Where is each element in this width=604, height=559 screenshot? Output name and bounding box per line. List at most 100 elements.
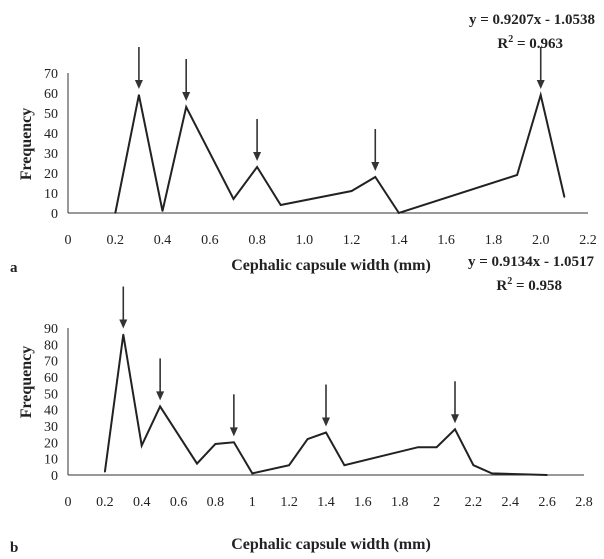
y-axis-label-a: Frequency bbox=[18, 108, 35, 181]
y-tick-label-a: 10 bbox=[44, 187, 58, 202]
x-tick-label-a: 0.8 bbox=[248, 233, 266, 248]
y-tick-label-a: 60 bbox=[44, 87, 58, 102]
data-point-b bbox=[159, 405, 161, 408]
r-squared-b: R2 = 0.958 bbox=[496, 276, 562, 294]
data-point-b bbox=[435, 446, 438, 449]
y-tick-label-a: 0 bbox=[51, 207, 58, 222]
x-tick-label-a: 1.2 bbox=[343, 233, 361, 248]
chart-panel-b: y = 0.9134x - 1.0517 R2 = 0.958 b Cephal… bbox=[0, 254, 604, 559]
x-tick-label-a: 0 bbox=[65, 233, 72, 248]
x-tick-label-b: 2.4 bbox=[502, 495, 520, 510]
x-tick-label-a: 1.8 bbox=[485, 233, 503, 248]
data-point-b bbox=[214, 443, 217, 445]
x-tick-label-a: 0.2 bbox=[107, 233, 125, 248]
panel-letter-b: b bbox=[10, 540, 18, 556]
data-point-a bbox=[161, 210, 164, 212]
x-tick-label-b: 0.4 bbox=[133, 495, 151, 510]
y-tick-label-b: 60 bbox=[44, 371, 58, 386]
x-tick-label-a: 1.0 bbox=[296, 233, 314, 248]
data-point-a bbox=[232, 198, 235, 200]
peak-arrowhead-b bbox=[156, 391, 165, 401]
x-tick-label-b: 0.8 bbox=[207, 495, 225, 510]
peak-arrowhead-a bbox=[371, 162, 380, 171]
x-tick-label-a: 0.6 bbox=[201, 233, 219, 248]
data-point-b bbox=[546, 474, 548, 476]
r-squared-a: R2 = 0.963 bbox=[497, 34, 563, 52]
x-tick-label-b: 0.6 bbox=[170, 495, 188, 510]
x-tick-label-b: 2.2 bbox=[465, 495, 483, 510]
chart-panel-a: y = 0.9207x - 1.0538 R2 = 0.963 a Cephal… bbox=[0, 0, 604, 278]
peak-arrowhead-a bbox=[536, 80, 545, 89]
data-point-a bbox=[516, 174, 518, 176]
data-point-b bbox=[417, 446, 419, 449]
peak-arrowhead-b bbox=[451, 414, 459, 424]
data-point-a bbox=[539, 94, 542, 96]
y-tick-label-b: 20 bbox=[44, 436, 58, 451]
data-point-b bbox=[196, 462, 198, 465]
x-tick-label-a: 0.4 bbox=[154, 233, 172, 248]
peak-arrowhead-b bbox=[229, 427, 238, 437]
data-point-b bbox=[122, 333, 125, 336]
frequency-series-line-a bbox=[114, 91, 566, 215]
x-tick-label-a: 2.0 bbox=[532, 233, 550, 248]
x-tick-label-b: 1.2 bbox=[280, 495, 298, 510]
data-point-b bbox=[325, 431, 327, 434]
x-tick-label-b: 0.2 bbox=[96, 495, 114, 510]
x-tick-label-a: 1.4 bbox=[390, 233, 408, 248]
data-point-b bbox=[472, 464, 475, 466]
data-point-a bbox=[350, 190, 353, 192]
x-axis-label-a: Cephalic capsule width (mm) bbox=[231, 257, 431, 274]
x-tick-label-b: 2.6 bbox=[538, 495, 556, 510]
data-point-b bbox=[491, 472, 493, 475]
data-point-b bbox=[233, 441, 235, 444]
x-tick-label-b: 1.8 bbox=[391, 495, 409, 510]
data-point-a bbox=[279, 204, 282, 206]
frequency-series-line-b bbox=[103, 334, 548, 476]
y-tick-label-b: 0 bbox=[51, 469, 58, 484]
y-tick-label-b: 80 bbox=[44, 338, 58, 353]
y-tick-label-b: 30 bbox=[44, 420, 58, 435]
panel-letter-a: a bbox=[10, 260, 18, 276]
y-tick-label-b: 40 bbox=[44, 404, 58, 419]
data-point-b bbox=[306, 438, 309, 440]
x-tick-label-b: 1.4 bbox=[317, 495, 335, 510]
data-point-a bbox=[374, 176, 377, 178]
data-point-a bbox=[256, 166, 258, 168]
y-tick-label-a: 20 bbox=[44, 167, 58, 182]
data-point-b bbox=[140, 444, 143, 447]
data-point-a bbox=[563, 196, 566, 198]
x-tick-label-a: 1.6 bbox=[437, 233, 455, 248]
peak-arrowhead-a bbox=[182, 92, 191, 101]
data-point-a bbox=[398, 212, 400, 214]
regression-equation-b: y = 0.9134x - 1.0517 bbox=[468, 254, 595, 270]
x-axis-label-b: Cephalic capsule width (mm) bbox=[231, 536, 431, 553]
regression-equation-a: y = 0.9207x - 1.0538 bbox=[469, 12, 595, 28]
x-tick-label-b: 1 bbox=[249, 495, 256, 510]
y-tick-label-a: 40 bbox=[44, 127, 58, 142]
peak-arrowhead-b bbox=[119, 319, 128, 329]
y-tick-label-b: 50 bbox=[44, 387, 58, 402]
data-point-a bbox=[185, 106, 187, 108]
data-point-b bbox=[288, 464, 290, 466]
x-tick-label-b: 0 bbox=[65, 495, 72, 510]
frequency-chart-a: y = 0.9207x - 1.0538 R2 = 0.963 a Cephal… bbox=[10, 12, 597, 276]
data-point-b bbox=[343, 464, 346, 466]
peak-arrowhead-a bbox=[253, 152, 262, 161]
data-point-b bbox=[251, 472, 254, 475]
y-tick-label-b: 10 bbox=[44, 453, 58, 468]
y-tick-label-a: 50 bbox=[44, 107, 58, 122]
x-tick-label-b: 2.8 bbox=[575, 495, 593, 510]
y-tick-label-b: 70 bbox=[44, 355, 58, 370]
data-point-a bbox=[138, 94, 140, 96]
data-point-b bbox=[454, 428, 456, 431]
x-tick-label-a: 2.2 bbox=[579, 233, 597, 248]
data-point-a bbox=[114, 212, 117, 214]
x-tick-label-b: 2 bbox=[433, 495, 440, 510]
y-tick-label-b: 90 bbox=[44, 322, 58, 337]
frequency-chart-b: y = 0.9134x - 1.0517 R2 = 0.958 b Cephal… bbox=[10, 254, 594, 556]
peak-arrowhead-b bbox=[322, 417, 330, 427]
x-tick-label-b: 1.6 bbox=[354, 495, 372, 510]
y-tick-label-a: 70 bbox=[44, 67, 58, 82]
peak-arrowhead-a bbox=[134, 80, 143, 89]
y-axis-label-b: Frequency bbox=[18, 346, 35, 419]
